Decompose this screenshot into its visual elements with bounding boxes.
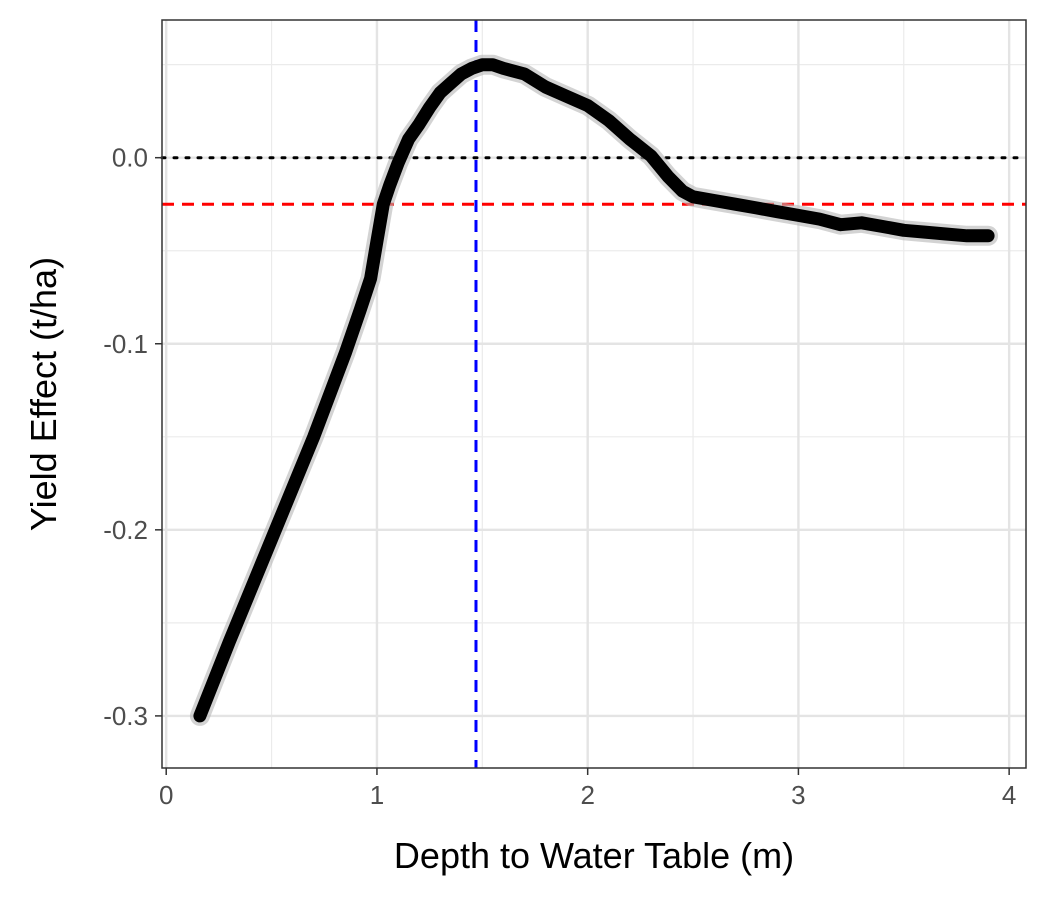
x-axis: 0 1 2 3 4 bbox=[159, 768, 1016, 810]
y-axis-title: Yield Effect (t/ha) bbox=[23, 257, 64, 531]
x-tick-label: 0 bbox=[159, 780, 173, 810]
reference-lines bbox=[160, 20, 1028, 768]
series-band bbox=[189, 54, 999, 726]
grid bbox=[162, 20, 1026, 768]
y-tick-label: 0.0 bbox=[112, 143, 148, 173]
y-tick-label: -0.1 bbox=[103, 329, 148, 359]
x-tick-label: 3 bbox=[791, 780, 805, 810]
series-line bbox=[193, 58, 995, 723]
x-tick-label: 4 bbox=[1002, 780, 1016, 810]
panel-border bbox=[161, 19, 1027, 769]
x-tick-label: 2 bbox=[580, 780, 594, 810]
y-axis: -0.3 -0.2 -0.1 0.0 bbox=[103, 143, 162, 731]
x-axis-title: Depth to Water Table (m) bbox=[394, 835, 794, 876]
y-tick-label: -0.2 bbox=[103, 515, 148, 545]
x-tick-label: 1 bbox=[370, 780, 384, 810]
series-layer bbox=[189, 54, 999, 726]
y-tick-label: -0.3 bbox=[103, 701, 148, 731]
